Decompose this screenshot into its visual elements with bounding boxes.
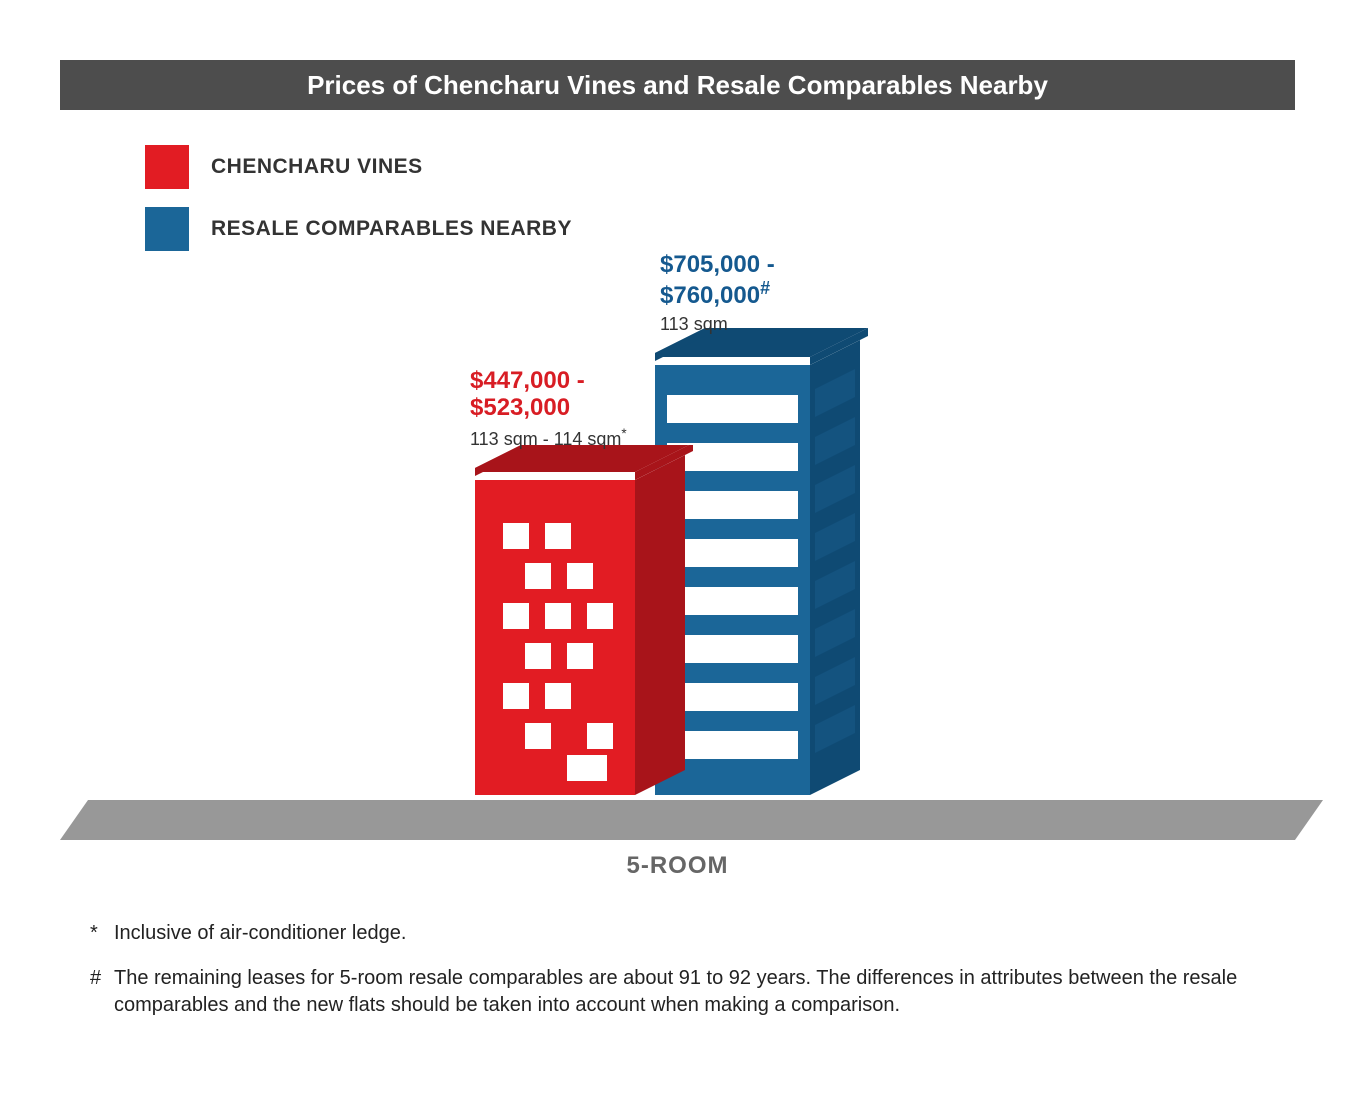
footnote-text: Inclusive of air-conditioner ledge. <box>114 920 406 947</box>
legend-swatch-red <box>145 145 189 189</box>
footnote-mark: # <box>90 965 114 992</box>
area-red: 113 sqm - 114 sqm* <box>470 426 627 450</box>
area-blue: 113 sqm <box>660 314 775 335</box>
footnotes: * Inclusive of air-conditioner ledge. # … <box>90 920 1270 1037</box>
footnote-mark: * <box>90 920 114 947</box>
building-red-svg <box>475 445 705 805</box>
legend: CHENCHARU VINES RESALE COMPARABLES NEARB… <box>145 145 572 269</box>
price-blue-line1: $705,000 - <box>660 251 775 279</box>
footnote: # The remaining leases for 5-room resale… <box>90 965 1270 1019</box>
legend-swatch-blue <box>145 207 189 251</box>
chart-area: 5-ROOM <box>60 280 1295 880</box>
price-label-red: $447,000 - $523,000 113 sqm - 114 sqm* <box>470 367 627 450</box>
title-bar: Prices of Chencharu Vines and Resale Com… <box>60 60 1295 110</box>
footnote: * Inclusive of air-conditioner ledge. <box>90 920 1270 947</box>
legend-item: CHENCHARU VINES <box>145 145 572 189</box>
price-label-blue: $705,000 - $760,000# 113 sqm <box>660 251 775 335</box>
price-red-line1: $447,000 - <box>470 367 627 395</box>
legend-item: RESALE COMPARABLES NEARBY <box>145 207 572 251</box>
price-blue-line2: $760,000# <box>660 278 775 310</box>
legend-label-blue: RESALE COMPARABLES NEARBY <box>211 217 572 241</box>
footnote-text: The remaining leases for 5-room resale c… <box>114 965 1270 1019</box>
category-label: 5-ROOM <box>60 852 1295 880</box>
legend-label-red: CHENCHARU VINES <box>211 155 423 179</box>
building-red <box>475 445 705 805</box>
title-text: Prices of Chencharu Vines and Resale Com… <box>307 70 1048 101</box>
price-red-line2: $523,000 <box>470 394 627 422</box>
ground-plane <box>60 800 1323 840</box>
